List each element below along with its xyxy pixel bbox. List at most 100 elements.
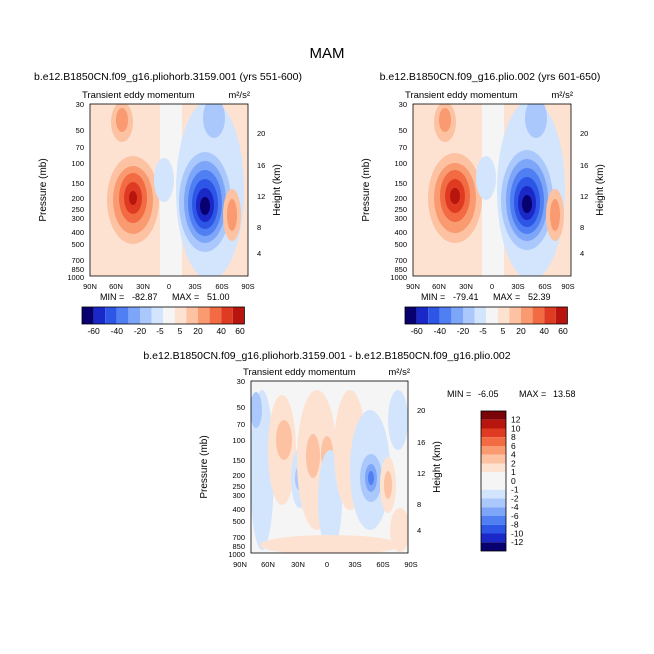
y-tick: 250 [71, 205, 84, 214]
colorbar-label: -4 [511, 502, 519, 512]
panel-2-max: 52.39 [528, 292, 551, 302]
x-tick: 60N [109, 282, 123, 291]
panel-3: b.e12.B1850CN.f09_g16.pliohorb.3159.001 … [143, 350, 575, 569]
panel-1-title: b.e12.B1850CN.f09_g16.pliohorb.3159.001 … [34, 71, 302, 83]
colorbar-label: -10 [511, 528, 524, 538]
panel-2-field [413, 104, 571, 276]
x-tick: 30N [291, 560, 305, 569]
panel-3-subtitle: Transient eddy momentum [243, 367, 356, 378]
y-tick: 500 [394, 240, 407, 249]
panel-1: b.e12.B1850CN.f09_g16.pliohorb.3159.001 … [34, 71, 302, 336]
y-tick: 300 [394, 214, 407, 223]
y-tick: 500 [71, 240, 84, 249]
panel-2-yticks: 30 50 70 100 150 200 250 300 400 500 700… [390, 100, 407, 282]
colorbar-label: -40 [434, 326, 447, 336]
panel-3-max: 13.58 [553, 389, 576, 399]
y-tick: 1000 [228, 550, 245, 559]
panel-1-max: 51.00 [207, 292, 230, 302]
colorbar-label: 20 [516, 326, 526, 336]
y-tick: 30 [237, 377, 245, 386]
panel-1-xticks: 90N 60N 30N 0 30S 60S 90S [83, 282, 255, 291]
panel-2-min-label: MIN = [421, 292, 445, 302]
y-tick: 400 [232, 505, 245, 514]
y2-tick: 12 [417, 469, 425, 478]
x-tick: 90S [404, 560, 417, 569]
colorbar-label: -6 [511, 511, 519, 521]
y2-tick: 8 [580, 223, 584, 232]
panel-1-y2label: Height (km) [272, 164, 283, 216]
y-tick: 700 [71, 256, 84, 265]
panel-1-ylabel: Pressure (mb) [38, 158, 49, 221]
colorbar-label: -12 [511, 537, 524, 547]
panel-1-field [90, 104, 248, 276]
panel-1-max-label: MAX = [172, 292, 199, 302]
colorbar-label: -40 [111, 326, 124, 336]
y-tick: 850 [232, 542, 245, 551]
colorbar-label: 40 [216, 326, 226, 336]
y2-tick: 8 [257, 223, 261, 232]
colorbar-label: -20 [457, 326, 470, 336]
y-tick: 30 [76, 100, 84, 109]
x-tick: 30S [511, 282, 524, 291]
panel-3-min: -6.05 [478, 389, 499, 399]
y-tick: 700 [394, 256, 407, 265]
y-tick: 70 [399, 143, 407, 152]
y-tick: 250 [232, 482, 245, 491]
panel-1-units: m²/s² [228, 90, 250, 101]
panel-2-y2label: Height (km) [595, 164, 606, 216]
panel-2-y2ticks: 20 16 12 8 4 [580, 129, 588, 258]
y2-tick: 20 [417, 406, 425, 415]
colorbar-label: 2 [511, 458, 516, 468]
colorbar-label: 6 [511, 441, 516, 451]
y-tick: 300 [232, 491, 245, 500]
x-tick: 30N [136, 282, 150, 291]
x-tick: 90N [406, 282, 420, 291]
y-tick: 100 [232, 436, 245, 445]
panel-1-y2ticks: 20 16 12 8 4 [257, 129, 265, 258]
colorbar-label: -5 [479, 326, 487, 336]
y-tick: 400 [394, 228, 407, 237]
x-tick: 30S [188, 282, 201, 291]
y2-tick: 16 [257, 161, 265, 170]
colorbar-label: -20 [134, 326, 147, 336]
colorbar-label: -60 [87, 326, 100, 336]
colorbar-label: -1 [511, 485, 519, 495]
y-tick: 50 [76, 126, 84, 135]
x-tick: 90N [233, 560, 247, 569]
x-tick: 0 [490, 282, 494, 291]
colorbar-label: 10 [511, 423, 521, 433]
panel-2-ylabel: Pressure (mb) [361, 158, 372, 221]
colorbar-label: -60 [410, 326, 423, 336]
y-tick: 100 [71, 159, 84, 168]
panel-1-min-label: MIN = [100, 292, 124, 302]
x-tick: 60N [432, 282, 446, 291]
colorbar-label: 8 [511, 432, 516, 442]
panel-2-units: m²/s² [551, 90, 573, 101]
x-tick: 0 [167, 282, 171, 291]
panel-2-max-label: MAX = [493, 292, 520, 302]
panel-1-subtitle: Transient eddy momentum [82, 90, 195, 101]
colorbar-label: 40 [539, 326, 549, 336]
panel-3-y2label: Height (km) [432, 441, 443, 493]
y-tick: 70 [76, 143, 84, 152]
panel-3-colorbar: 12 10 8 6 4 2 1 0 -1 -2 -4 -6 -8 -10 -12 [480, 410, 524, 552]
colorbar-label: 12 [511, 415, 521, 425]
panel-3-title: b.e12.B1850CN.f09_g16.pliohorb.3159.001 … [143, 350, 510, 362]
colorbar-label: 20 [193, 326, 203, 336]
panel-3-units: m²/s² [388, 367, 410, 378]
y-tick: 200 [71, 194, 84, 203]
y2-tick: 4 [417, 526, 421, 535]
colorbar-label: 1 [511, 467, 516, 477]
panel-1-colorbar: -60 -40 -20 -5 5 20 40 60 [81, 306, 245, 336]
panel-1-yticks: 30 50 70 100 150 200 250 300 400 500 700… [67, 100, 84, 282]
x-tick: 30S [348, 560, 361, 569]
panel-3-xticks: 90N 60N 30N 0 30S 60S 90S [233, 560, 418, 569]
panel-3-y2ticks: 20 16 12 8 4 [417, 406, 425, 535]
x-tick: 90S [561, 282, 574, 291]
panel-3-max-label: MAX = [519, 389, 546, 399]
panel-2-colorbar: -60 -40 -20 -5 5 20 40 60 [404, 306, 568, 336]
y-tick: 1000 [67, 273, 84, 282]
colorbar-label: 5 [178, 326, 183, 336]
y2-tick: 16 [580, 161, 588, 170]
